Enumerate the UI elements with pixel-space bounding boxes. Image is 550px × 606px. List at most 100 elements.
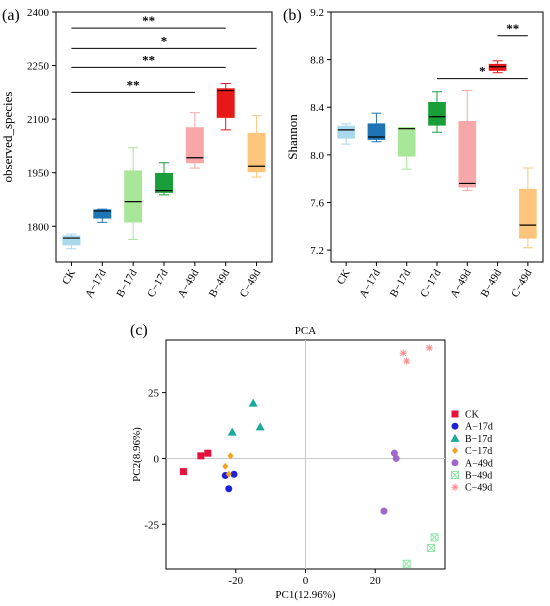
y-tick-label: 2250 <box>27 61 50 73</box>
y-tick-label: 1800 <box>27 221 50 233</box>
box-1 <box>62 233 81 250</box>
x-tick-label: A−49d <box>176 267 202 300</box>
y-tick-label: 8.8 <box>310 55 324 67</box>
y-tick-label: 9.2 <box>310 7 324 19</box>
box-5 <box>185 112 204 169</box>
y-tick-label: 2100 <box>27 114 50 126</box>
panel-c-pca: (c) PCA -20 0 20 -25 0 25 PC1(12.96%) PC2(8.96%)… <box>130 322 493 601</box>
box-2 <box>93 208 112 223</box>
box-2 <box>367 112 386 143</box>
significance-label: ** <box>142 13 155 28</box>
y-tick-label: 2400 <box>27 7 50 19</box>
panel-b-label: (b) <box>283 7 302 24</box>
point-asterisk <box>403 357 411 365</box>
legend-label: A−17d <box>465 422 493 433</box>
point-circle <box>451 459 459 467</box>
box-iqr <box>367 123 386 140</box>
panel-c-label: (c) <box>130 322 148 339</box>
point-xbox <box>430 533 439 542</box>
point-circle <box>390 449 398 457</box>
box-iqr <box>397 126 416 157</box>
y-tick-label: -25 <box>144 519 159 531</box>
box-6 <box>488 60 507 74</box>
series-5 <box>380 449 400 515</box>
box-7 <box>247 115 266 178</box>
x-tick-label: C−17d <box>418 267 444 299</box>
box-iqr <box>185 127 204 164</box>
box-6 <box>216 82 235 131</box>
y-axis-title: observed_species <box>0 92 15 183</box>
box-iqr <box>216 88 235 118</box>
panel-a-observed-species: (a) 1800 1950 2100 2250 2400 observed_species… <box>0 7 273 300</box>
legend-label: B−49d <box>465 471 492 482</box>
point-diamond <box>452 447 458 455</box>
panel-a-label: (a) <box>2 7 20 24</box>
point-triangle <box>227 427 237 436</box>
box-iqr <box>519 188 537 239</box>
y-axis-title: PC2(8.96%) <box>131 427 143 482</box>
box-iqr <box>337 125 355 139</box>
y-tick-label: 7.6 <box>310 197 324 209</box>
box-3 <box>397 126 416 170</box>
point-square <box>197 452 205 460</box>
plot-frame <box>55 11 273 263</box>
point-circle <box>451 422 459 430</box>
chart-title: PCA <box>295 325 316 337</box>
box-1 <box>337 123 355 145</box>
x-tick-label: CK <box>60 267 78 286</box>
box-iqr <box>93 209 112 219</box>
x-tick-label: A−49d <box>448 267 474 300</box>
point-xbox-cross <box>427 544 435 552</box>
legend-label: CK <box>465 410 480 421</box>
box-4 <box>155 162 173 196</box>
y-tick-label: 7.2 <box>310 245 324 257</box>
y-tick-label: 1950 <box>27 168 50 180</box>
point-triangle <box>255 422 265 431</box>
legend-label: B−17d <box>465 434 492 445</box>
series-3 <box>227 398 265 436</box>
point-circle <box>392 454 400 462</box>
y-axis-title: Shannon <box>285 114 300 160</box>
point-circle <box>380 507 388 515</box>
point-xbox-cross <box>451 471 459 479</box>
point-xbox-cross <box>430 533 439 542</box>
x-tick-label: -20 <box>228 575 243 587</box>
x-axis-title: PC1(12.96%) <box>275 589 336 601</box>
box-iqr <box>458 121 477 188</box>
box-iqr <box>155 172 173 193</box>
series-1 <box>179 449 212 476</box>
point-diamond <box>225 470 232 478</box>
point-xbox-frame <box>427 543 436 552</box>
series-7 <box>399 344 433 365</box>
x-tick-label: C−49d <box>509 267 535 299</box>
x-tick-label: CK <box>335 267 353 286</box>
plot-frame <box>330 11 544 263</box>
point-square <box>179 468 187 476</box>
box-iqr <box>247 132 266 173</box>
box-5 <box>458 90 477 192</box>
series-6 <box>402 533 439 568</box>
x-tick-label: A−17d <box>83 267 109 300</box>
significance-label: ** <box>142 52 155 67</box>
box-iqr <box>62 235 81 246</box>
x-tick-label: B−49d <box>479 267 505 299</box>
point-xbox-cross <box>402 559 411 568</box>
y-tick-label: 25 <box>148 388 160 400</box>
point-square <box>451 410 459 418</box>
significance-label: ** <box>127 77 140 92</box>
x-tick-label: 20 <box>370 575 382 587</box>
point-xbox <box>427 543 436 552</box>
significance-label: * <box>161 33 168 48</box>
x-tick-label: B−17d <box>388 267 414 299</box>
point-xbox-frame <box>430 533 439 542</box>
legend-label: C−17d <box>465 446 492 457</box>
legend-label: C−49d <box>465 483 492 494</box>
point-xbox <box>402 559 411 568</box>
y-tick-label: 8.0 <box>310 150 324 162</box>
significance-label: * <box>479 64 486 79</box>
legend-label: A−49d <box>465 458 493 469</box>
series-4 <box>222 452 234 478</box>
x-tick-label: B−17d <box>114 267 140 299</box>
box-iqr <box>124 170 143 223</box>
